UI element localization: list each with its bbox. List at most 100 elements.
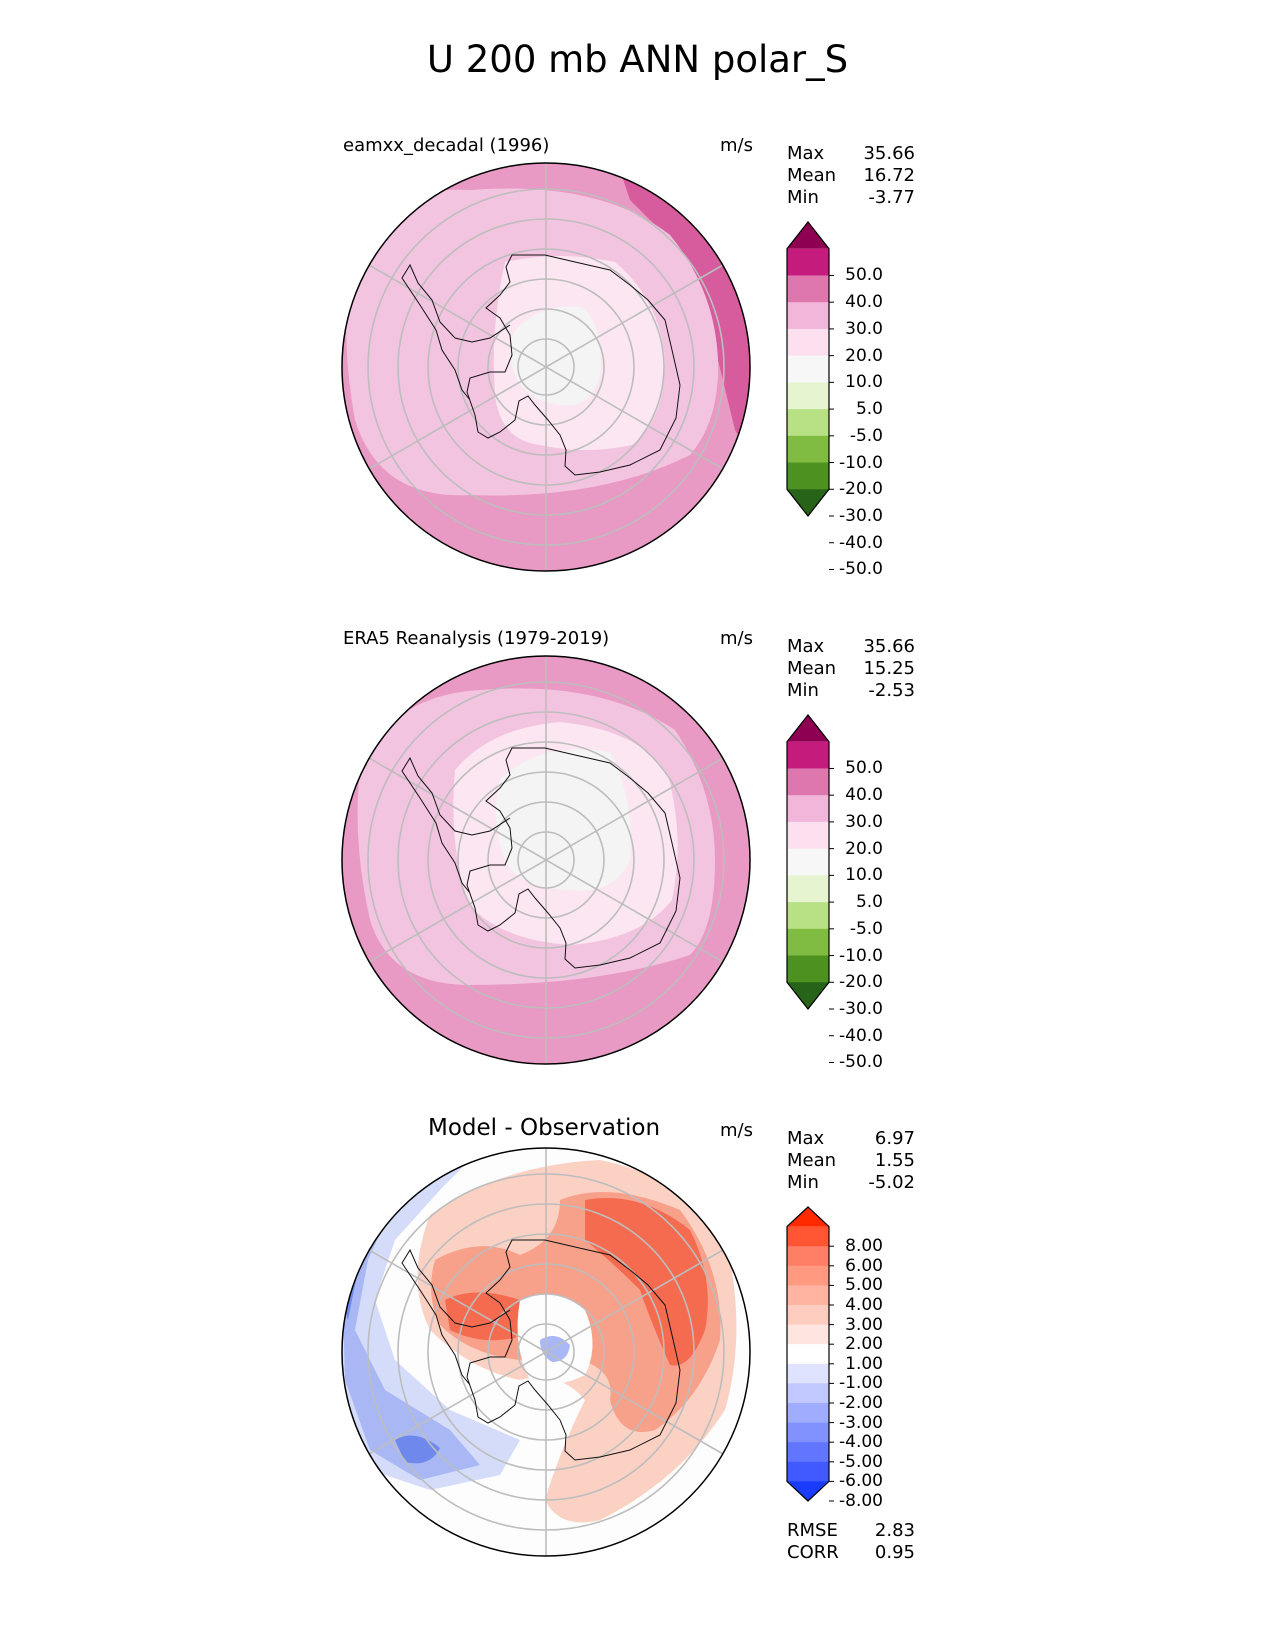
colorbar-tick-label: 50.0 xyxy=(845,758,883,779)
metric-label: CORR xyxy=(787,1542,839,1563)
colorbar-segment xyxy=(787,875,829,903)
colorbar-segment xyxy=(787,928,829,957)
colorbar-tick-label: -20.0 xyxy=(839,479,883,500)
map-gridlines xyxy=(367,656,725,1064)
colorbar-2 xyxy=(786,714,834,1063)
colorbar-segment xyxy=(787,795,829,823)
colorbar-tick-label: -4.00 xyxy=(839,1432,883,1453)
stat-value: -5.02 xyxy=(868,1172,915,1193)
colorbar-segment xyxy=(787,821,829,850)
antarctica-coastline xyxy=(401,1239,681,1461)
antarctica-coastline xyxy=(401,254,681,476)
stat-label: Max xyxy=(787,143,825,164)
colorbar-tick-label: -50.0 xyxy=(839,559,883,580)
colorbar-tick-label: -10.0 xyxy=(839,452,883,473)
stat-value: 35.66 xyxy=(863,143,915,164)
metric-label: RMSE xyxy=(787,1520,838,1541)
stat-label: Max xyxy=(787,636,825,657)
stat-max-row: Max 35.66 xyxy=(787,636,915,658)
stat-value: 1.55 xyxy=(874,1150,915,1171)
colorbar-tick-label: 30.0 xyxy=(845,811,883,832)
stat-label: Mean xyxy=(787,1150,837,1171)
map-boundary xyxy=(341,1147,751,1557)
colorbar-segment xyxy=(787,435,829,464)
colorbar-tick-label: 30.0 xyxy=(845,318,883,339)
panel-3-stats: Max 6.97 Mean 1.55 Min -5.02 xyxy=(787,1128,915,1194)
stat-value: 15.25 xyxy=(863,658,915,679)
colorbar-tick-label: -2.00 xyxy=(839,1393,883,1413)
colorbar-1 xyxy=(786,221,834,570)
stat-label: Mean xyxy=(787,165,837,186)
colorbar-segment xyxy=(787,955,829,983)
colorbar-tick-label: 20.0 xyxy=(845,345,883,366)
stat-mean-row: Mean 15.25 xyxy=(787,658,915,680)
colorbar-tick-label: 5.00 xyxy=(845,1275,883,1296)
stat-label: Min xyxy=(787,680,819,701)
panel-2-stats: Max 35.66 Mean 15.25 Min -2.53 xyxy=(787,636,915,702)
stat-max-row: Max 35.66 xyxy=(787,143,915,165)
colorbar-segment xyxy=(787,382,829,410)
colorbar-tick-label: -20.0 xyxy=(839,972,883,993)
map-gridlines xyxy=(367,1148,725,1556)
colorbar-segment xyxy=(787,328,829,357)
colorbar-tick-label: 50.0 xyxy=(845,265,883,286)
colorbar-tick-label: -1.00 xyxy=(839,1373,883,1394)
map-boundary xyxy=(341,655,751,1065)
colorbar-tick-label: -30.0 xyxy=(839,506,883,526)
map-boundary xyxy=(341,162,751,572)
colorbar-segment xyxy=(787,848,829,876)
stat-value: 35.66 xyxy=(863,636,915,657)
colorbar-segment xyxy=(787,275,829,303)
stat-value: -3.77 xyxy=(868,187,915,208)
metric-value: 2.83 xyxy=(874,1520,915,1541)
colorbar-extend-max xyxy=(787,715,829,742)
panel-1-stats: Max 35.66 Mean 16.72 Min -3.77 xyxy=(787,143,915,209)
colorbar-segment xyxy=(787,1324,829,1345)
colorbar-segment xyxy=(787,355,829,383)
colorbar-segment xyxy=(787,741,829,769)
colorbar-segment xyxy=(787,1363,829,1384)
colorbar-tick-label: 5.0 xyxy=(855,399,883,420)
colorbar-segment xyxy=(787,1265,829,1286)
colorbar-tick-label: -8.00 xyxy=(839,1491,883,1511)
colorbar-tick-label: 40.0 xyxy=(845,785,883,806)
panel-2-title: ERA5 Reanalysis (1979-2019) xyxy=(343,628,610,649)
map-field-core xyxy=(496,749,631,891)
colorbar-tick-label: 3.00 xyxy=(845,1314,883,1335)
panel-3-metrics: RMSE 2.83 CORR 0.95 xyxy=(787,1520,915,1564)
metric-rmse-row: RMSE 2.83 xyxy=(787,1520,915,1542)
colorbar-tick-label: 10.0 xyxy=(845,865,883,886)
panel-1-title: eamxx_decadal (1996) xyxy=(343,135,550,156)
colorbar-tick-label: 10.0 xyxy=(845,372,883,393)
stat-label: Min xyxy=(787,187,819,208)
colorbar-extend-min xyxy=(787,1481,829,1501)
stat-min-row: Min -3.77 xyxy=(787,187,915,209)
colorbar-tick-label: 5.0 xyxy=(855,892,883,913)
colorbar-segment xyxy=(787,902,829,930)
colorbar-segment xyxy=(787,1344,829,1365)
colorbar-tick-label: 1.00 xyxy=(845,1353,883,1374)
colorbar-segment xyxy=(787,1442,829,1463)
colorbar-tick-label: 8.00 xyxy=(845,1236,883,1257)
colorbar-3 xyxy=(786,1206,834,1502)
colorbar-segment xyxy=(787,1403,829,1424)
colorbar-extend-max xyxy=(787,1207,829,1227)
colorbar-segment xyxy=(787,409,829,437)
stat-value: 16.72 xyxy=(863,165,915,186)
stat-mean-row: Mean 16.72 xyxy=(787,165,915,187)
stat-label: Mean xyxy=(787,658,837,679)
colorbar-segment xyxy=(787,1226,829,1247)
panel-2-units: m/s xyxy=(720,628,753,649)
colorbar-tick-label: -30.0 xyxy=(839,999,883,1019)
colorbar-extend-max xyxy=(787,222,829,249)
colorbar-segment xyxy=(787,1285,829,1306)
colorbar-tick-label: -5.0 xyxy=(849,425,883,446)
colorbar-tick-label: -5.0 xyxy=(849,918,883,939)
colorbar-tick-label: 40.0 xyxy=(845,292,883,313)
colorbar-segment xyxy=(787,1383,829,1404)
colorbar-segment xyxy=(787,302,829,330)
colorbar-segment xyxy=(787,768,829,796)
colorbar-tick-label: 4.00 xyxy=(845,1295,883,1315)
colorbar-segment xyxy=(787,1246,829,1267)
